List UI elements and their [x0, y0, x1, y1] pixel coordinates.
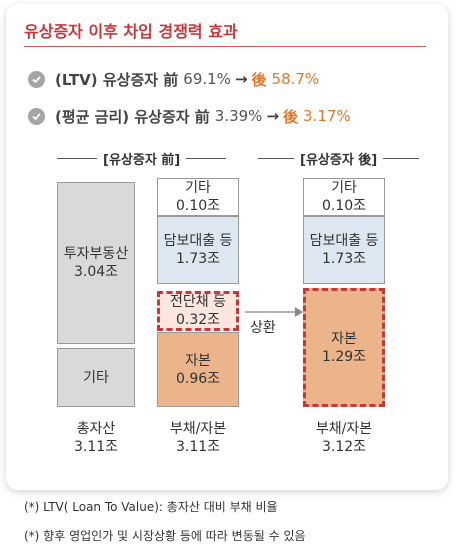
after-header-text: [유상증자 後] [300, 152, 378, 168]
after-other-name: 기타 [331, 180, 357, 196]
before-liab-capital-label: 부채/자본 3.11조 [150, 420, 246, 456]
before-capital-name: 자본 [185, 352, 211, 369]
after-liab-capital-name: 부채/자본 [315, 421, 373, 437]
total-assets-value: 3.11조 [73, 439, 119, 455]
after-column-header: [유상증자 後] [258, 148, 420, 168]
arrow-icon: → [266, 107, 280, 125]
footnote-disclaimer: (*) 향후 영업인가 및 시장상황 등에 따라 변동될 수 있음 [24, 529, 306, 543]
after-other-value: 0.10조 [321, 198, 367, 214]
ltv-bullet: (LTV) 유상증자 前 69.1% → 後 58.7% [28, 68, 319, 90]
before-secured-loan-block: 담보대출 등 1.73조 [157, 216, 239, 284]
title-divider [24, 46, 426, 47]
asset-other-name: 기타 [83, 369, 109, 386]
rate-label: (평균 금리) 유상증자 前 [55, 107, 210, 126]
rate-after-value: 3.17% [303, 107, 351, 125]
before-bond-name: 전단채 등 [170, 294, 226, 310]
arrow-icon: → [234, 70, 248, 88]
before-bond-value: 0.32조 [175, 312, 221, 328]
after-capital-block: 자본 1.29조 [303, 288, 385, 407]
rate-after-label: 後 [283, 107, 299, 126]
before-other-name: 기타 [185, 180, 211, 196]
repayment-label: 상환 [250, 320, 276, 336]
ltv-before-value: 69.1% [183, 70, 231, 88]
before-other-value: 0.10조 [175, 198, 221, 214]
after-liab-capital-value: 3.12조 [321, 439, 367, 455]
before-capital-block: 자본 0.96조 [157, 332, 239, 407]
ltv-label: (LTV) 유상증자 前 [55, 70, 179, 89]
before-other-block: 기타 0.10조 [157, 178, 239, 216]
ltv-after-value: 58.7% [271, 70, 320, 88]
repayment-arrow-icon [245, 307, 303, 317]
before-short-term-bond-block: 전단채 등 0.32조 [157, 291, 239, 331]
before-column-header: [유상증자 前] [57, 148, 227, 168]
before-secured-name: 담보대출 등 [163, 233, 233, 249]
after-secured-loan-block: 담보대출 등 1.73조 [303, 216, 385, 284]
before-capital-value: 0.96조 [175, 370, 221, 387]
asset-real-estate-block: 투자부동산 3.04조 [57, 182, 135, 344]
rate-bullet: (평균 금리) 유상증자 前 3.39% → 後 3.17% [28, 105, 351, 127]
total-assets-name: 총자산 [76, 421, 116, 437]
after-secured-name: 담보대출 등 [309, 233, 379, 249]
after-other-block: 기타 0.10조 [303, 178, 385, 216]
asset-other-block: 기타 [57, 348, 135, 407]
after-capital-value: 1.29조 [321, 348, 367, 365]
before-secured-value: 1.73조 [175, 251, 221, 267]
before-header-text: [유상증자 前] [103, 152, 181, 168]
asset-real-estate-value: 3.04조 [73, 264, 119, 280]
check-icon [28, 107, 45, 125]
check-icon [28, 70, 45, 88]
after-liab-capital-label: 부채/자본 3.12조 [296, 420, 392, 456]
footnote-ltv: (*) LTV( Loan To Value): 총자산 대비 부채 비율 [24, 500, 278, 514]
after-secured-value: 1.73조 [321, 251, 367, 267]
before-liab-capital-value: 3.11조 [175, 439, 221, 455]
total-assets-label: 총자산 3.11조 [57, 420, 135, 456]
rate-before-value: 3.39% [214, 107, 263, 125]
asset-real-estate-name: 투자부동산 [63, 246, 129, 262]
before-liab-capital-name: 부채/자본 [169, 421, 227, 437]
after-capital-name: 자본 [331, 330, 357, 347]
card-title: 유상증자 이후 차입 경쟁력 효과 [24, 22, 238, 41]
ltv-after-label: 後 [251, 70, 267, 89]
